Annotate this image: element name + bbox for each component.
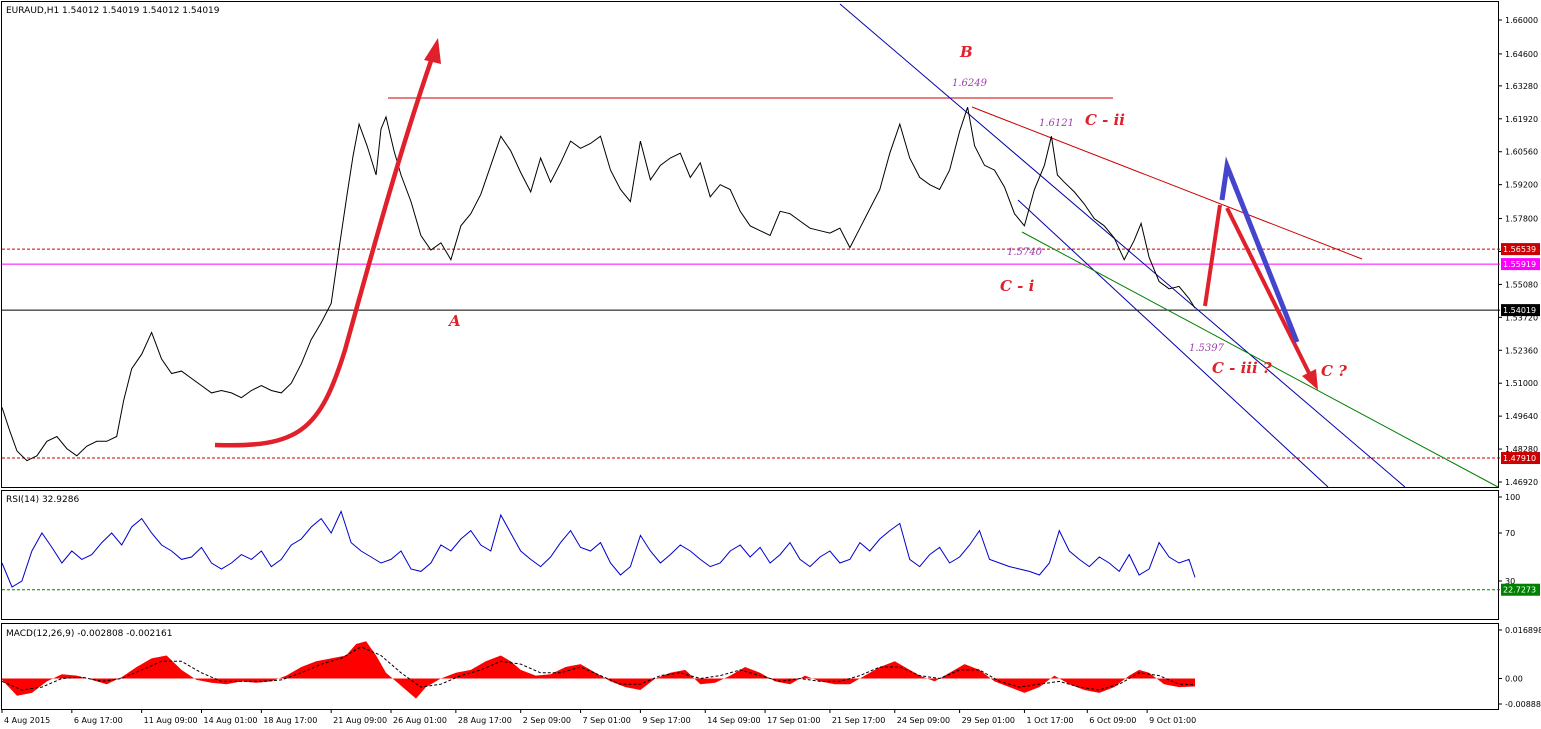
price-tick-label: 1.46920 <box>1505 478 1538 487</box>
price-label-peak: 1.6249 <box>952 78 988 89</box>
channel-lower-line <box>1017 199 1329 488</box>
trendlines <box>388 3 1499 488</box>
price-tick-label: 1.49640 <box>1505 412 1538 421</box>
price-tick-label: 1.55080 <box>1505 280 1538 289</box>
wave-label-b: B <box>959 43 973 61</box>
price-axis: 1.66000 1.64600 1.63280 1.61920 1.60560 1.592… <box>1498 16 1538 487</box>
descending-red-line <box>971 106 1363 260</box>
price-level-badge <box>1501 304 1540 317</box>
macd-pane: MACD(12,26,9) -0.002808 -0.002161 0.0168… <box>1 626 1541 709</box>
projection-blue <box>1219 156 1300 343</box>
price-tick-label: 1.57800 <box>1505 215 1538 224</box>
time-tick-label: 2 Sep 09:00 <box>523 716 571 725</box>
price-level-badge <box>1501 452 1540 465</box>
rsi-series <box>1 510 1196 588</box>
wave-label-a: A <box>447 312 461 330</box>
time-tick-label: 26 Aug 01:00 <box>393 716 447 725</box>
macd-tick-label: -0.00888 <box>1505 700 1541 709</box>
rsi-level-label: 22.7273 <box>1503 586 1536 595</box>
rally-arrow <box>214 54 436 448</box>
time-tick-label: 11 Aug 09:00 <box>144 716 198 725</box>
time-tick-label: 6 Aug 17:00 <box>74 716 123 725</box>
price-tick-label: 1.59200 <box>1505 181 1538 190</box>
price-tick-label: 1.60560 <box>1505 148 1538 157</box>
macd-tick-label: 0.016898 <box>1505 626 1541 635</box>
price-label-c-i: 1.5740 <box>1007 247 1043 258</box>
price-level-label: 1.54019 <box>1503 306 1536 315</box>
price-tick-label: 1.66000 <box>1505 16 1538 25</box>
macd-tick-label: 0.00 <box>1505 675 1523 684</box>
price-tick-label: 1.61920 <box>1505 115 1538 124</box>
price-tick-label: 1.53720 <box>1505 313 1538 322</box>
time-axis: 4 Aug 2015 6 Aug 17:00 11 Aug 09:00 14 Aug … <box>1 709 1196 725</box>
price-tick-label: 1.63280 <box>1505 82 1538 91</box>
wave-label-c-iii: C - iii ? <box>1212 359 1272 377</box>
price-pane-frame <box>1 1 1499 488</box>
rsi-pane-frame <box>1 490 1499 620</box>
time-tick-label: 21 Aug 09:00 <box>333 716 387 725</box>
price-tick-label: 1.52360 <box>1505 346 1538 355</box>
time-tick-label: 6 Oct 09:00 <box>1089 716 1136 725</box>
time-tick-label: 18 Aug 17:00 <box>263 716 317 725</box>
price-level-badge <box>1501 258 1540 271</box>
price-level-label: 1.47910 <box>1503 454 1536 463</box>
macd-pane-frame <box>1 623 1499 710</box>
projection-down-red <box>1225 207 1312 376</box>
time-tick-label: 9 Sep 17:00 <box>642 716 690 725</box>
wave-label-c: C ? <box>1321 362 1347 380</box>
green-support-line <box>1021 231 1499 488</box>
time-tick-label: 7 Sep 01:00 <box>583 716 631 725</box>
projection-arrows <box>214 38 1318 448</box>
time-tick-label: 1 Oct 17:00 <box>1026 716 1073 725</box>
rsi-tick-label: 30 <box>1505 577 1515 586</box>
price-level-label: 1.56539 <box>1503 245 1536 254</box>
time-tick-label: 9 Oct 01:00 <box>1149 716 1196 725</box>
time-tick-label: 21 Sep 17:00 <box>832 716 885 725</box>
time-tick-label: 29 Sep 01:00 <box>962 716 1015 725</box>
price-tick-label: 1.51000 <box>1505 379 1538 388</box>
down-red-arrowhead-icon <box>1302 369 1318 390</box>
time-tick-label: 17 Sep 01:00 <box>767 716 820 725</box>
channel-upper-line <box>839 3 1406 488</box>
price-pane-title: EURAUD,H1 1.54012 1.54019 1.54012 1.5401… <box>6 6 220 16</box>
time-tick-label: 24 Sep 09:00 <box>897 716 950 725</box>
time-tick-label: 14 Aug 01:00 <box>204 716 258 725</box>
macd-signal-line <box>1 646 1196 691</box>
price-tick-label: 1.48280 <box>1505 445 1538 454</box>
annotations: A B C - i C - ii C - iii ? C ? 1.6249 1.… <box>447 43 1347 380</box>
price-label-c-iii: 1.5397 <box>1189 343 1225 354</box>
rsi-pane-title: RSI(14) 32.9286 <box>6 495 79 505</box>
price-label-c-ii: 1.6121 <box>1039 118 1074 129</box>
time-tick-label: 14 Sep 09:00 <box>707 716 760 725</box>
wave-label-c-ii: C - ii <box>1085 111 1125 129</box>
rsi-tick-label: 70 <box>1505 529 1515 538</box>
price-level-badge <box>1501 243 1540 256</box>
price-pane: EURAUD,H1 1.54012 1.54019 1.54012 1.5401… <box>1 3 1540 488</box>
price-level-label: 1.55919 <box>1503 260 1536 269</box>
rally-arrowhead-icon <box>424 38 441 64</box>
macd-pane-title: MACD(12,26,9) -0.002808 -0.002161 <box>6 629 172 639</box>
macd-histogram <box>2 641 1195 699</box>
rsi-tick-label: 100 <box>1505 493 1520 502</box>
rsi-level-badge <box>1501 583 1540 596</box>
price-series <box>1 107 1196 462</box>
wave-label-c-i: C - i <box>1000 277 1035 295</box>
time-tick-label: 28 Aug 17:00 <box>458 716 512 725</box>
projection-up-red <box>1203 204 1222 307</box>
time-tick-label: 4 Aug 2015 <box>4 716 50 725</box>
price-tick-label: 1.64600 <box>1505 50 1538 59</box>
macd-axis: 0.016898 0.00 -0.00888 <box>1498 626 1541 709</box>
price-levels: 1.56539 1.55919 1.54019 1.47910 <box>2 243 1540 465</box>
